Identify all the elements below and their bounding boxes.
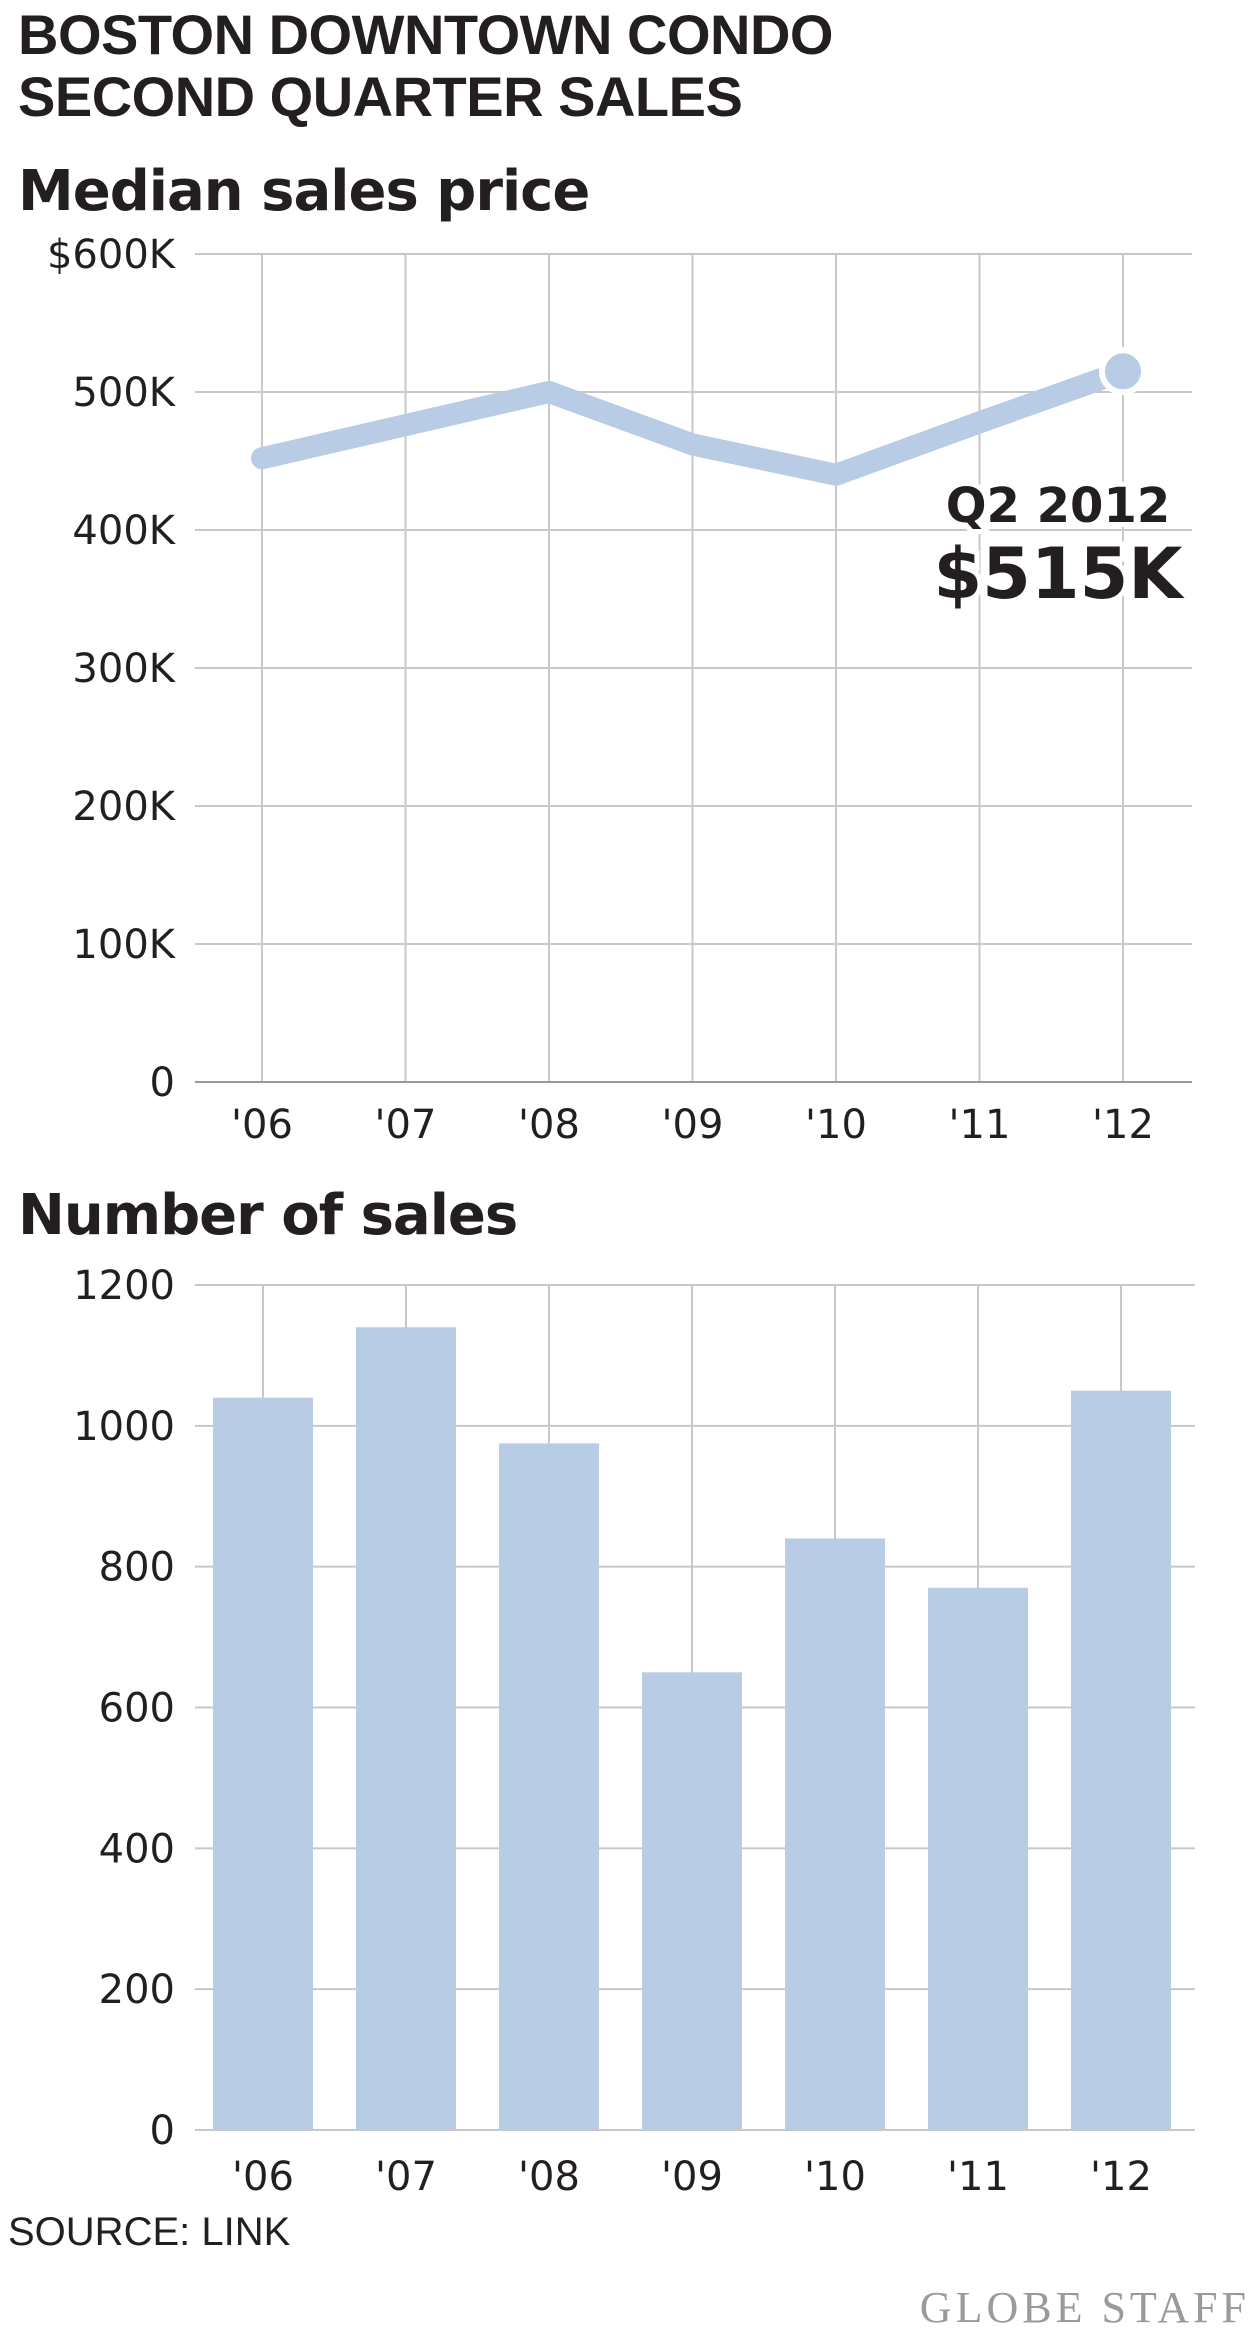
sales-y-tick-label: 0 <box>150 2108 175 2154</box>
price-x-tick-label: '06 <box>231 1102 293 1148</box>
number-of-sales-bar-chart: 0 200 400 600 800 1000 1200 '06 '07 '08 '09 '10 '11 '… <box>73 1263 1195 2200</box>
sales-x-tick-label: '12 <box>1090 2154 1152 2200</box>
price-y-tick-label: 400K <box>72 508 176 554</box>
sales-y-tick-label: 200 <box>99 1967 175 2013</box>
credit-note: GLOBE STAFF <box>919 2283 1250 2332</box>
sales-bar <box>1071 1390 1171 2130</box>
sales-y-tick-label: 800 <box>99 1545 175 1591</box>
price-x-tick-label: '07 <box>375 1102 437 1148</box>
price-annotation-value: $515K <box>933 533 1185 615</box>
sales-x-tick-label: '11 <box>947 2154 1009 2200</box>
sales-bar <box>213 1397 313 2130</box>
sales-bar <box>928 1587 1028 2130</box>
sales-y-tick-label: 600 <box>99 1686 175 1732</box>
sales-y-tick-label: 1200 <box>73 1263 175 1309</box>
price-y-tick-label: 500K <box>72 370 176 416</box>
price-x-tick-label: '08 <box>518 1102 580 1148</box>
headline-line-1: BOSTON DOWNTOWN CONDO <box>18 3 833 66</box>
sales-x-tick-label: '10 <box>804 2154 866 2200</box>
sales-y-tick-label: 1000 <box>73 1404 175 1450</box>
sales-x-tick-label: '06 <box>232 2154 294 2200</box>
price-y-tick-label: 300K <box>72 646 176 692</box>
price-y-tick-label: $600K <box>47 232 177 278</box>
sales-x-tick-label: '07 <box>375 2154 437 2200</box>
price-series-line <box>251 360 1134 486</box>
median-price-line-chart: 0 100K 200K 300K 400K 500K $600K '06 '07 '08 '09 '1… <box>47 232 1192 1148</box>
headline-line-2: SECOND QUARTER SALES <box>18 65 743 128</box>
sales-bar <box>785 1538 885 2130</box>
price-y-tick-label: 100K <box>72 922 176 968</box>
price-x-tick-label: '09 <box>662 1102 724 1148</box>
sales-x-tick-label: '09 <box>661 2154 723 2200</box>
source-note: SOURCE: LINK <box>8 2210 291 2254</box>
price-x-tick-label: '11 <box>949 1102 1011 1148</box>
price-chart-title: Median sales price <box>18 159 590 224</box>
price-annotation-label: Q2 2012 <box>946 478 1171 534</box>
price-x-tick-label: '12 <box>1092 1102 1154 1148</box>
price-latest-point <box>1099 347 1147 396</box>
sales-x-tick-label: '08 <box>518 2154 580 2200</box>
sales-bar <box>499 1443 599 2130</box>
price-x-tick-label: '10 <box>805 1102 867 1148</box>
price-y-tick-label: 0 <box>150 1060 175 1106</box>
sales-y-tick-label: 400 <box>99 1826 175 1872</box>
sales-bar <box>356 1327 456 2130</box>
sales-bar <box>642 1672 742 2130</box>
sales-chart-title: Number of sales <box>18 1183 518 1248</box>
headline: BOSTON DOWNTOWN CONDO SECOND QUARTER SAL… <box>18 4 833 128</box>
price-y-tick-label: 200K <box>72 784 176 830</box>
